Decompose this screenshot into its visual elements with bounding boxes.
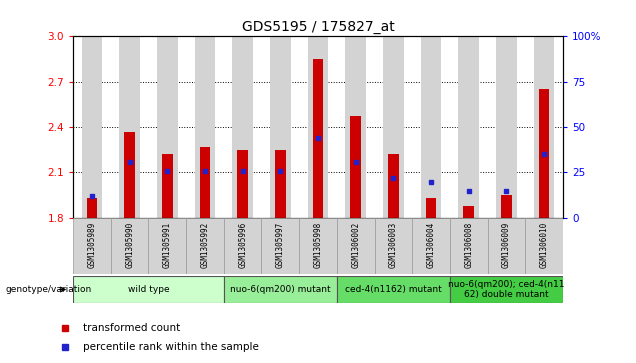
Bar	[157, 36, 177, 218]
Bar	[270, 36, 291, 218]
Bar	[534, 36, 555, 218]
Bar	[162, 154, 172, 218]
Bar	[148, 218, 186, 274]
Text: GSM1306004: GSM1306004	[427, 222, 436, 268]
Bar	[337, 276, 450, 303]
Text: GSM1305998: GSM1305998	[314, 222, 322, 268]
Text: GSM1306003: GSM1306003	[389, 222, 398, 268]
Bar	[224, 218, 261, 274]
Bar	[313, 59, 323, 218]
Text: transformed count: transformed count	[83, 323, 180, 333]
Bar	[488, 218, 525, 274]
Bar	[496, 36, 516, 218]
Bar	[425, 198, 436, 218]
Text: GSM1305991: GSM1305991	[163, 222, 172, 268]
Bar	[120, 36, 140, 218]
Bar	[412, 218, 450, 274]
Text: GSM1305989: GSM1305989	[88, 222, 97, 268]
Bar	[125, 131, 135, 218]
Bar	[525, 218, 563, 274]
Bar	[195, 36, 216, 218]
Text: GSM1305992: GSM1305992	[200, 222, 209, 268]
Bar	[308, 36, 328, 218]
Bar	[200, 147, 211, 218]
Text: GSM1306009: GSM1306009	[502, 222, 511, 268]
Text: genotype/variation: genotype/variation	[5, 285, 92, 294]
Text: GSM1306010: GSM1306010	[539, 222, 548, 268]
Text: GSM1305996: GSM1305996	[238, 222, 247, 268]
Bar	[237, 150, 248, 218]
Text: GSM1306002: GSM1306002	[351, 222, 360, 268]
Bar	[450, 276, 563, 303]
Bar	[73, 218, 111, 274]
Bar	[81, 36, 102, 218]
Bar	[186, 218, 224, 274]
Bar	[539, 89, 550, 218]
Bar	[345, 36, 366, 218]
Title: GDS5195 / 175827_at: GDS5195 / 175827_at	[242, 20, 394, 34]
Text: GSM1306008: GSM1306008	[464, 222, 473, 268]
Bar	[383, 36, 404, 218]
Bar	[224, 276, 337, 303]
Bar	[86, 198, 97, 218]
Text: percentile rank within the sample: percentile rank within the sample	[83, 342, 259, 352]
Text: ced-4(n1162) mutant: ced-4(n1162) mutant	[345, 285, 442, 294]
Bar	[261, 218, 299, 274]
Bar	[350, 117, 361, 218]
Bar	[73, 276, 224, 303]
Text: nuo-6(qm200); ced-4(n11
62) double mutant: nuo-6(qm200); ced-4(n11 62) double mutan…	[448, 280, 565, 299]
Bar	[464, 206, 474, 218]
Bar	[450, 218, 488, 274]
Bar	[232, 36, 253, 218]
Bar	[337, 218, 375, 274]
Text: GSM1305990: GSM1305990	[125, 222, 134, 268]
Bar	[501, 195, 511, 218]
Bar	[111, 218, 148, 274]
Text: GSM1305997: GSM1305997	[276, 222, 285, 268]
Text: wild type: wild type	[128, 285, 169, 294]
Bar	[459, 36, 479, 218]
Bar	[388, 154, 399, 218]
Text: nuo-6(qm200) mutant: nuo-6(qm200) mutant	[230, 285, 331, 294]
Bar	[420, 36, 441, 218]
Bar	[299, 218, 337, 274]
Bar	[375, 218, 412, 274]
Bar	[275, 150, 286, 218]
